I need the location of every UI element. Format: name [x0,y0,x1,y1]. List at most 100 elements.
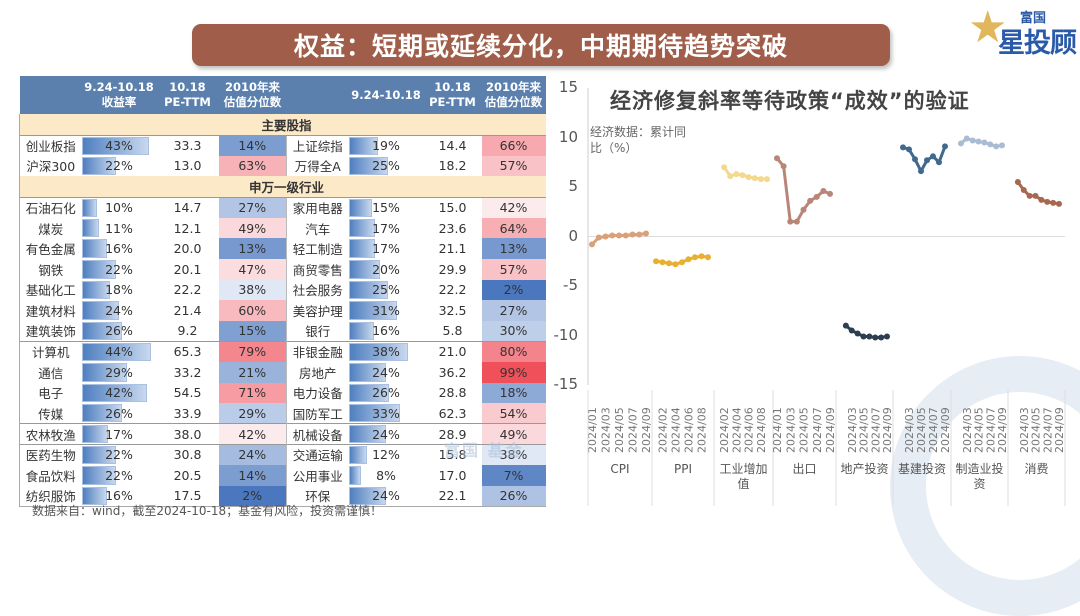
data-point [1038,196,1045,203]
return-cell: 15% [348,196,424,218]
return-data-bar [348,156,388,176]
x-tick-label: 2024/05 [1030,407,1043,453]
column-header-line2: 估值分位数 [223,95,282,109]
section-header-row: 申万一 级行业 [19,176,546,198]
table-row: 食品饮料 22% 20.5 14% 公用事业 8% 17.0 7% [19,464,546,486]
data-point [930,153,936,160]
pe-ttm-value: 20.5 [173,467,202,483]
return-cell: 17% [81,423,157,445]
x-category-label: PPI [673,462,692,476]
return-value: 20% [372,261,400,277]
valuation-percentile: 24% [218,443,287,465]
valuation-percentile: 47% [218,258,287,280]
return-cell: 22% [81,465,157,486]
column-header-line1: 9.24-10.18 [84,80,154,94]
return-cell: 16% [81,485,157,507]
return-data-bar [348,259,380,279]
return-cell: 19% [348,134,424,156]
data-point [745,174,752,181]
valuation-percentile: 49% [481,423,546,445]
pe-ttm-value: 36.2 [438,364,467,380]
return-value: 8% [376,467,396,483]
pe-ttm-value: 22.2 [438,282,467,298]
valuation-table: 9.24-10.18 收益率 10.18 PE-TTM 2010年来估值分位数 9.24-… [19,76,546,507]
return-data-bar [81,321,123,340]
data-point [842,322,849,329]
valuation-percentile: 99% [481,361,546,383]
data-point [999,142,1005,149]
data-point [942,143,948,150]
x-tick-label: 2024/07 [927,407,940,453]
data-point [685,256,692,263]
x-tick-label: 2024/09 [640,407,653,453]
data-point [900,144,906,151]
table-row: 有色金属 16% 20.0 13% 轻工制造 17% 21.1 13% [19,238,546,259]
data-point [866,333,873,340]
data-point [827,190,833,197]
x-tick-label: 2024/09 [824,407,837,453]
valuation-percentile: 71% [218,382,287,404]
table-row: 通信 29% 33.2 21% 房地产 24% 36.2 99% [19,361,546,383]
column-header: 9.24-10.18 收益率 [81,76,157,114]
return-cell: 24% [348,362,424,383]
return-cell: 43% [81,134,157,156]
return-cell: 26% [348,383,424,404]
valuation-percentile: 60% [218,300,287,321]
industry-name: 万得全A [286,155,349,177]
return-cell: 17% [348,218,424,239]
valuation-percentile: 42% [481,196,546,218]
y-tick-label: -5 [563,276,578,294]
logo-small-text: 富国 [1020,11,1047,26]
return-cell: 26% [81,403,157,424]
x-tick-label: 2024/09 [939,407,952,453]
data-point [1050,199,1057,206]
return-data-bar [81,280,110,300]
data-point [616,232,622,239]
x-category-label: 基建投资 [897,462,946,476]
pe-ttm-value: 14.4 [423,134,482,156]
industry-name: 美容护理 [286,300,349,321]
data-source-note: 数据来自：wind，截至2024-10-18；基金有风险，投资需谨慎！ [32,504,383,518]
return-cell: 10% [81,196,157,218]
column-header [19,76,82,114]
x-tick-label: 2024/09 [881,407,894,453]
pe-ttm-value: 17.0 [438,467,467,483]
data-point [912,156,918,163]
data-point [1026,192,1033,199]
return-cell: 25% [348,280,424,301]
x-tick-label: 2024/05 [798,407,811,453]
column-header: 10.18 PE-TTM [156,76,219,114]
data-point [602,233,609,240]
column-header-line1: 9.24-10.18 [351,87,421,102]
data-point [629,231,636,238]
data-point [643,230,649,237]
column-header [286,76,349,114]
x-tick-label: 2024/03 [903,407,916,453]
column-header-line1: 2010年来 [485,80,541,94]
return-cell: 24% [81,300,157,321]
valuation-percentile: 38% [218,279,287,301]
return-data-bar [348,425,387,443]
pe-ttm-value: 21.4 [173,302,202,318]
data-point [975,138,982,145]
return-cell: 18% [81,280,157,301]
chart-title: 经济修复斜率等待政策“成效”的验证 [610,89,970,113]
data-point [595,234,602,241]
data-point [872,334,879,341]
return-value: 42% [105,385,133,401]
data-point [721,164,728,171]
return-cell: 31% [348,300,424,321]
industry-name: 电子 [19,382,82,404]
pe-ttm-value: 30.8 [156,443,219,465]
x-tick-label: 2024/09 [1053,407,1066,453]
y-tick-label: -10 [553,325,579,344]
data-point [692,254,698,261]
industry-name: 创业板指 [19,134,82,156]
return-data-bar [348,218,376,238]
data-point [793,218,800,225]
table-row: 基础化工 18% 22.2 38% 社会服务 25% 22.2 2% [19,279,546,301]
data-point [757,176,764,183]
x-tick-label: 2024/06 [683,407,696,453]
valuation-percentile: 21% [218,361,287,383]
data-point [705,254,711,261]
